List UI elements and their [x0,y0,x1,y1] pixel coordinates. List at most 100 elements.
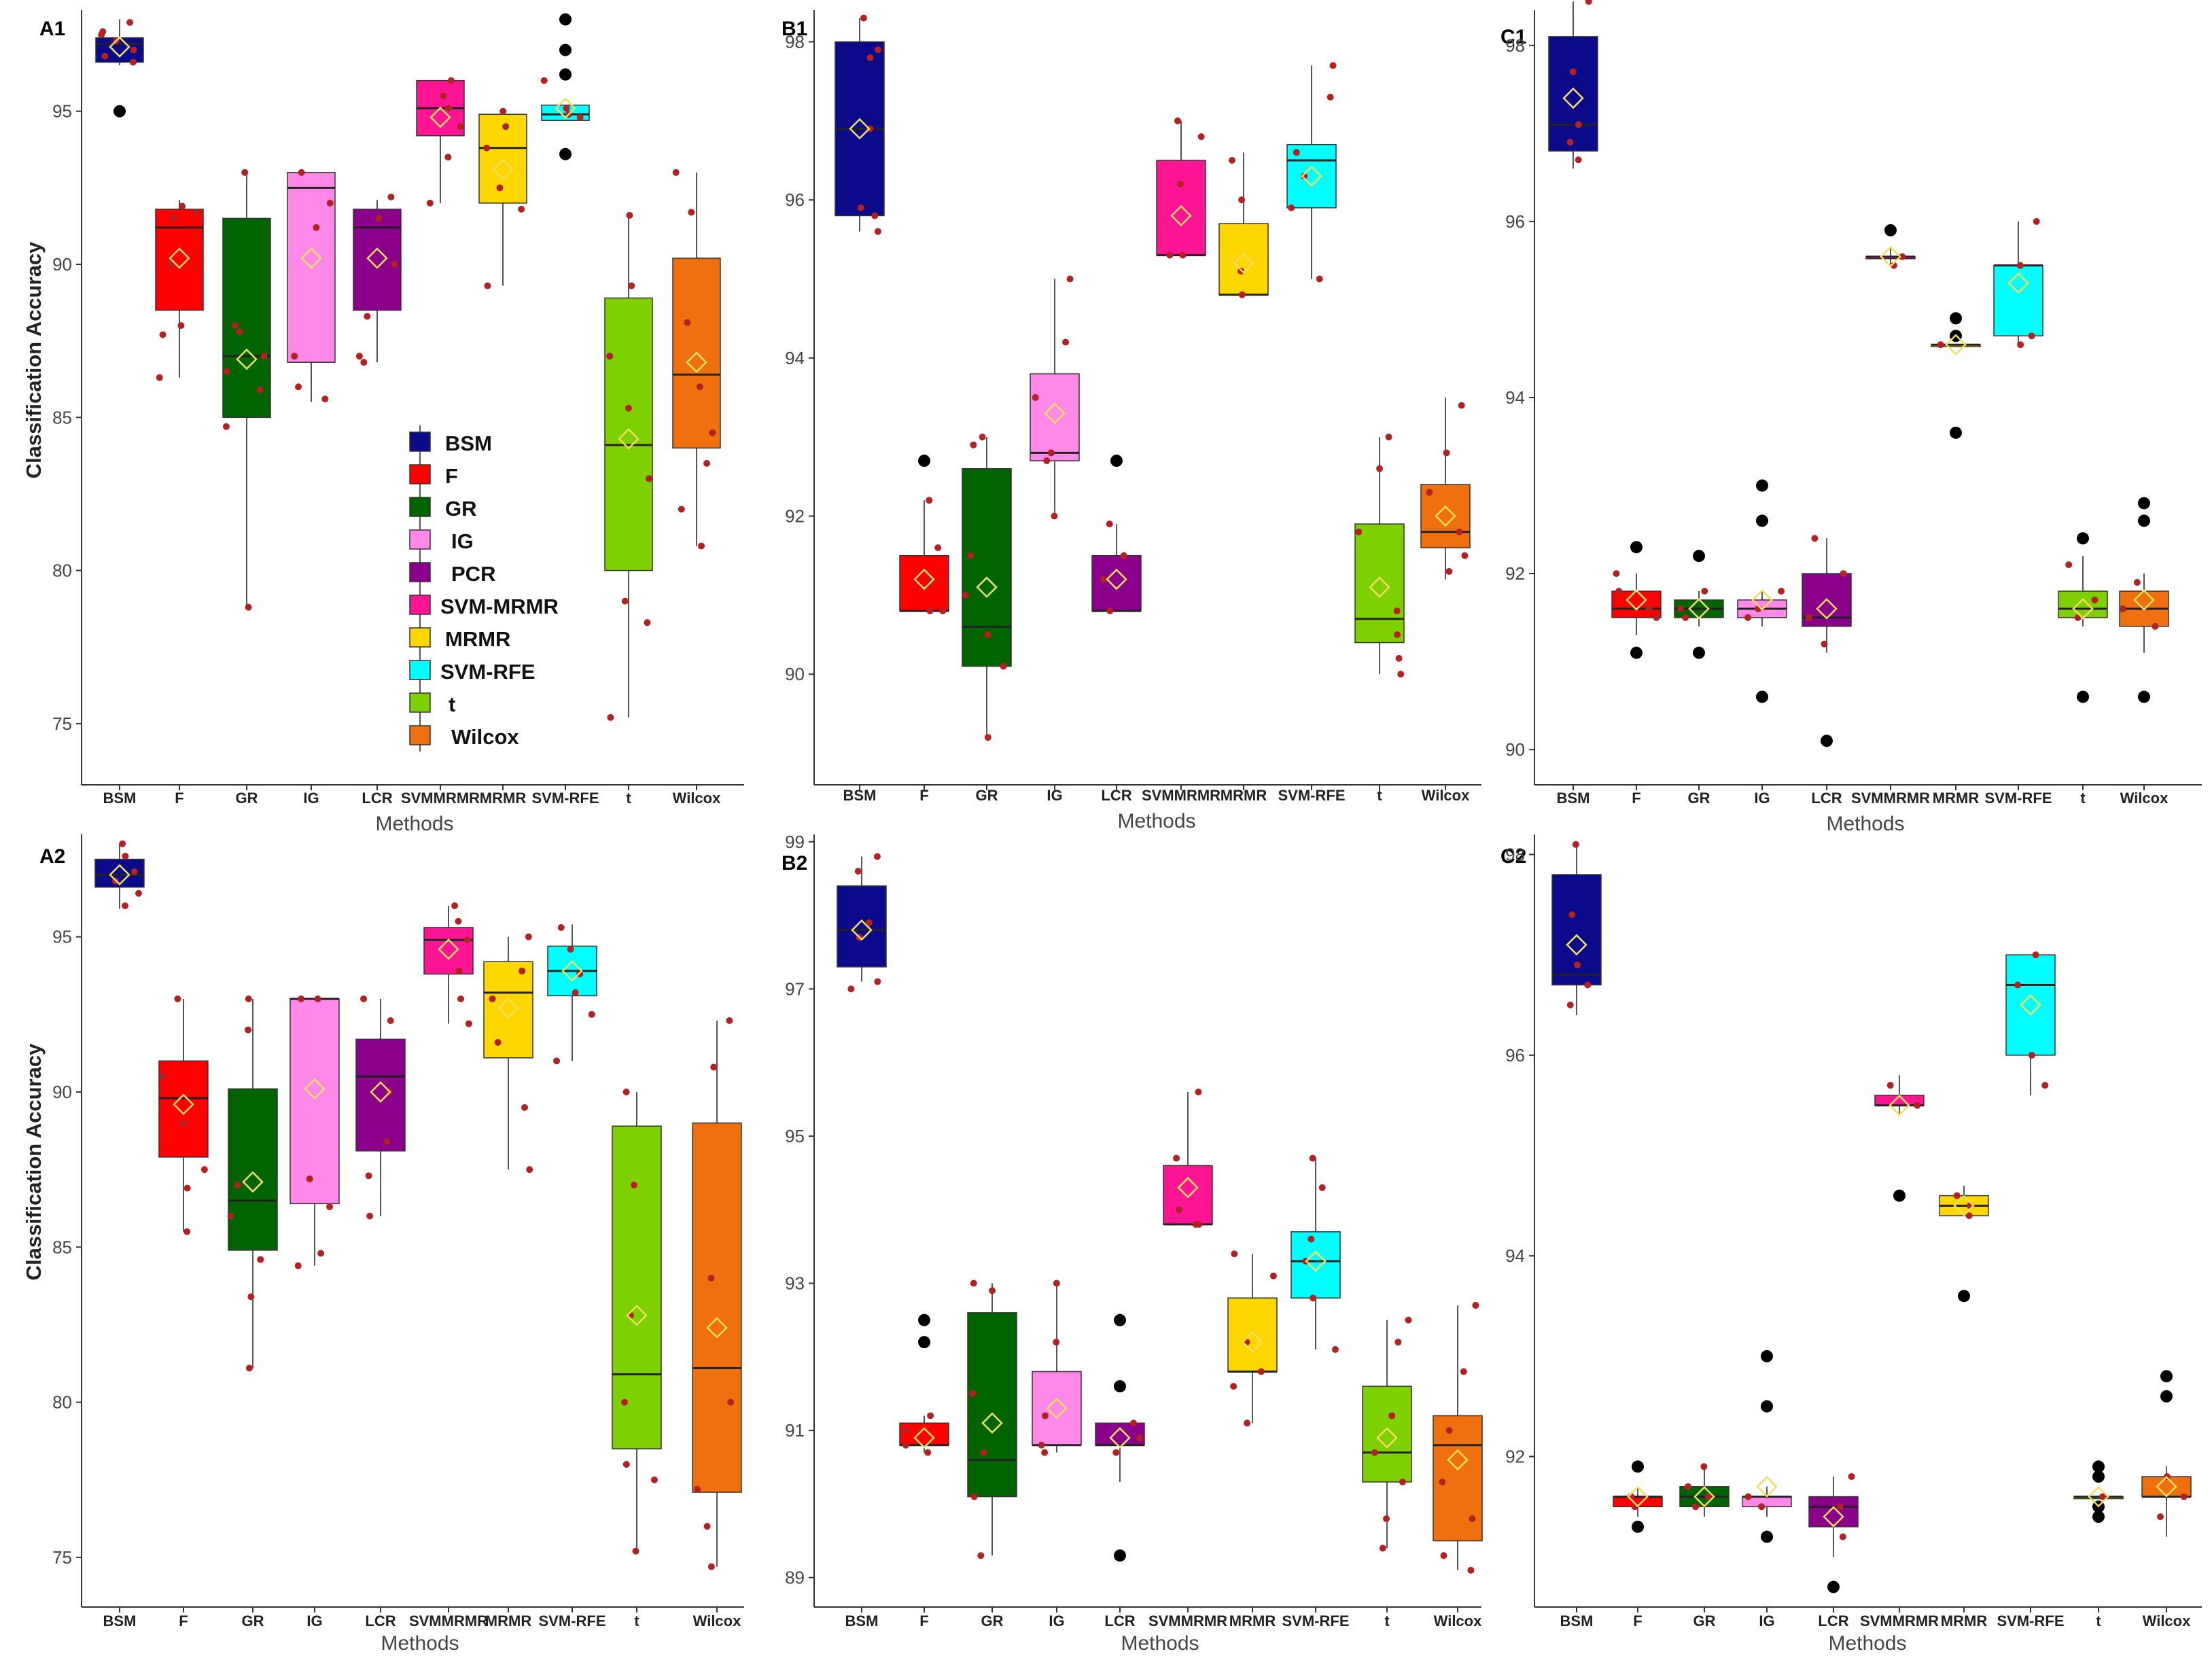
outlier-point [2092,1511,2105,1523]
box-iqr [1291,1231,1341,1299]
x-tick-label: Wilcox [2120,790,2169,807]
data-point [678,506,685,513]
panel-c2-title: C2 [1500,845,1526,868]
data-point [1566,139,1574,146]
outlier-point [918,1336,930,1349]
data-point [1106,607,1114,615]
y-tick-label: 98 [785,32,805,52]
data-point [1574,961,1581,968]
data-point [1700,1463,1708,1470]
y-tick-label: 92 [1505,1447,1525,1467]
data-point [183,1184,191,1192]
data-point [1229,157,1236,164]
box-iqr [1362,1386,1412,1483]
box-f [155,200,204,381]
data-point [874,978,881,985]
data-point [1584,981,1592,989]
y-tick-label: 98 [1505,845,1525,865]
outlier-point [1630,541,1643,554]
y-tick-label: 80 [52,561,72,581]
data-point [2032,951,2039,959]
y-tick-label: 96 [785,190,805,210]
data-point [1472,1302,1479,1309]
data-point [707,1274,715,1282]
data-point [607,713,614,721]
outlier-point [2160,1390,2173,1403]
data-point [1269,1272,1277,1280]
data-point [1331,1346,1339,1353]
box-svm-rfe [1291,1154,1341,1353]
data-point [1461,552,1469,559]
mean-marker [2156,1476,2177,1498]
data-point [588,1010,595,1018]
box-iqr [1218,223,1269,296]
x-tick-label: MRMR [1933,790,1980,807]
outlier-point [2092,1460,2105,1473]
x-tick-label: SVMMRMR [1851,790,1930,807]
data-point [696,383,703,391]
panel-a1-title: A1 [39,18,65,40]
box-iqr [158,1060,209,1158]
data-point [710,1063,718,1071]
box-f [1611,541,1662,659]
box-iqr [1032,1371,1082,1446]
box-iqr [962,468,1012,667]
legend-key-swatch [409,562,431,582]
data-point [1038,1441,1045,1449]
data-point [256,386,264,393]
data-point [866,54,874,61]
box-bsm [94,840,145,910]
box-ig [1032,1280,1082,1456]
data-point [1382,1515,1390,1523]
x-tick-label: Wilcox [1422,787,1470,804]
box-t [1354,434,1405,678]
box-wilcox [1433,1302,1483,1574]
data-point [1585,0,1592,5]
box-gr [1674,550,1724,659]
data-point [606,353,614,360]
box-wilcox [2141,1370,2192,1537]
data-point [707,1563,715,1570]
panel-a2: A2 Classification Accuracy Methods 75 80 8… [22,834,744,1655]
data-point [1469,1515,1476,1523]
mean-marker [2007,272,2029,294]
data-point [926,497,933,504]
mean-marker [242,1171,264,1193]
box-f [1613,1460,1663,1533]
x-tick-label: MRMR [1221,787,1267,804]
data-point [1032,394,1039,401]
data-point [2065,561,2073,569]
panel-a2-y-axis-title: Classification Accuracy [22,1043,46,1280]
data-point [694,1485,701,1493]
legend-label: Wilcox [451,725,519,749]
legend-item-mrmr: MRMR [409,621,510,654]
data-point [99,28,107,35]
mean-marker [1109,1427,1131,1449]
y-tick-label: 80 [52,1392,72,1413]
data-point [1704,1493,1712,1500]
data-point [1778,588,1785,595]
box-svm-rfe [547,923,597,1065]
data-point [317,1250,325,1257]
x-tick-label: SVM-RFE [1278,787,1346,804]
data-point [457,123,464,130]
box-gr [222,169,271,611]
box-iqr [612,1125,662,1449]
y-tick-label: 92 [1505,563,1525,584]
mean-marker [1177,1177,1199,1199]
data-point [245,1026,252,1034]
legend-key-swatch [409,692,431,713]
box-iqr [1808,1496,1859,1528]
data-point [854,868,862,875]
panel-c1: C1 Methods 90 92 94 96 98 BSM F GR IG LCR SVMMRMR M… [1500,0,2202,835]
data-point [526,1166,533,1174]
data-point [291,353,298,360]
data-point [1066,275,1074,283]
y-tick-label: 95 [52,101,72,122]
x-tick-label: LCR [1818,1612,1848,1629]
data-point [447,77,455,84]
data-point [257,1256,264,1263]
data-point [1443,449,1450,457]
box-ig [1030,275,1080,520]
data-point [183,1228,191,1235]
